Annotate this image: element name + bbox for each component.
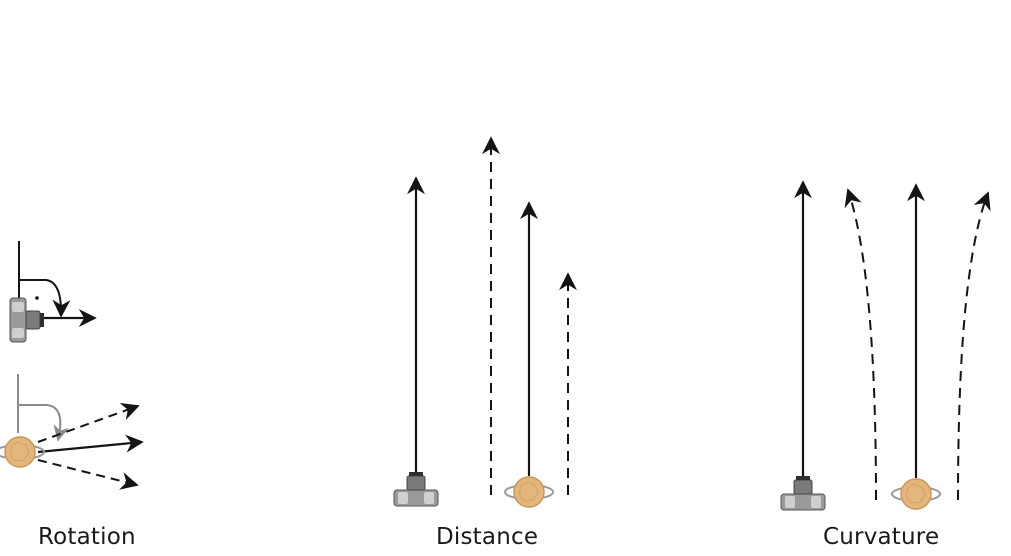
head-icon: [0, 436, 45, 468]
camera-icon: [780, 475, 826, 511]
head-icon: [891, 478, 941, 510]
head-icon: [504, 476, 554, 508]
rotation-head-turn-arrow: [18, 404, 70, 442]
rotation-head-dashed-arrow-down: [37, 459, 139, 490]
distance-panel: [393, 136, 577, 508]
camera-icon: [393, 471, 439, 507]
rotation-camera-turn-arrow: [19, 279, 71, 318]
rotation-head-dashed-arrow-up: [37, 403, 140, 443]
curvature-caption: Curvature: [823, 524, 940, 550]
curvature-head-dashed-curve: [957, 191, 991, 501]
rotation-caption: Rotation: [38, 524, 136, 550]
right-angle-dot: [35, 296, 39, 300]
rotation-head-solid-arrow: [37, 434, 144, 454]
camera-icon: [9, 297, 45, 343]
curvature-panel: [780, 180, 991, 511]
distance-caption: Distance: [436, 524, 539, 550]
curvature-camera-dashed-curve: [844, 188, 877, 501]
rotation-panel: [0, 241, 144, 490]
